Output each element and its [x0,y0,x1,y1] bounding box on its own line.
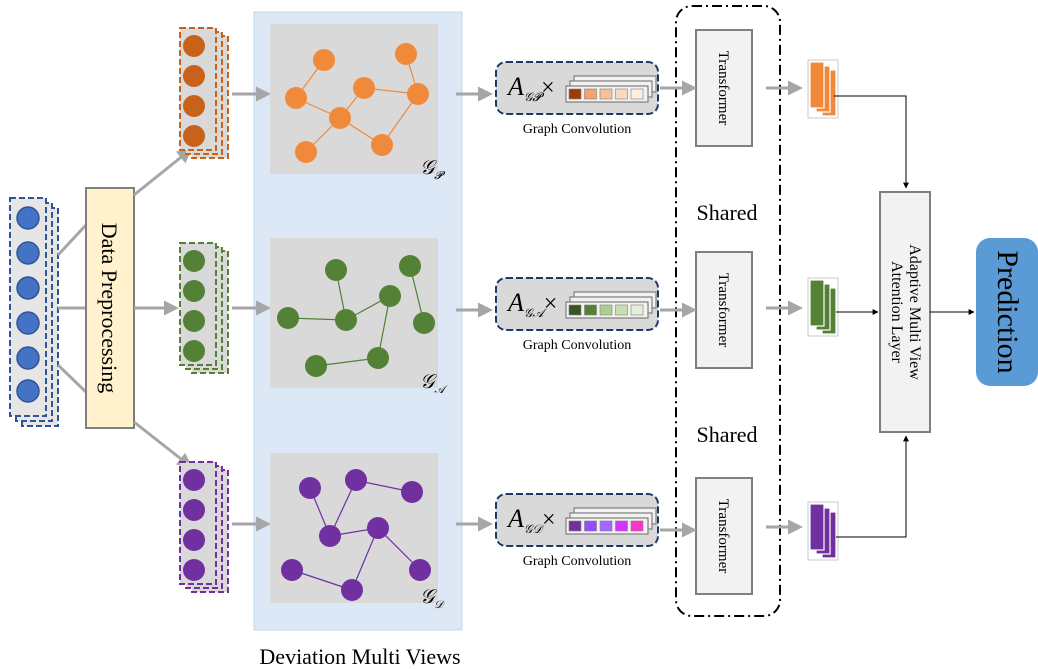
feature-node [183,250,205,272]
prediction-label: Prediction [991,250,1024,373]
preprocessing-label: Data Preprocessing [97,223,122,393]
transformer-label: Transformer [715,51,731,125]
output-stack-p [807,59,839,119]
conv-cell [615,88,628,100]
conv-cell [568,520,582,532]
feature-node [183,529,205,551]
input-node [16,346,40,370]
input-node [16,379,40,403]
conv-formula: A𝒢𝒜× [506,288,557,320]
transformer-label: Transformer [715,499,731,573]
graph-panel-d [270,453,438,603]
conv-cell [599,88,613,100]
attention-layer-box [879,191,931,433]
graph-panel-a [270,238,438,388]
conv-cell [630,88,644,100]
conv-formula: A𝒢𝓟× [506,72,555,104]
output-stack-a [807,277,839,337]
graph-nodes-d [281,469,431,601]
graph-convolution-label: Graph Convolution [523,338,632,353]
output-stack-d [807,501,839,561]
transformer-label: Transformer [715,273,731,347]
feature-node [183,280,205,302]
feature-node [183,310,205,332]
transformer-a: Transformer [695,251,753,369]
transformer-p: Transformer [695,29,753,147]
feature-node [183,499,205,521]
feature-node [183,95,205,117]
graph-nodes-a [277,255,435,377]
feature-node [183,340,205,362]
attention-label-line1: Adaptive Multi View [906,244,923,380]
feature-node [183,35,205,57]
attention-label-line2: Attention Layer [888,261,905,363]
input-node [16,276,40,300]
prediction-box [976,238,1038,386]
input-node [16,206,40,230]
conv-cell [599,520,613,532]
feature-stack-d [179,461,229,593]
feature-node [183,469,205,491]
input-node [16,241,40,265]
feature-node [183,65,205,87]
shared-label-bottom: Shared [696,422,757,447]
graph-convolution-p: A𝒢𝓟× Graph Convolution [495,61,659,137]
feature-stack-p [179,27,229,159]
graph-panel-p [270,24,438,174]
conv-cell [615,520,628,532]
conv-cell [615,304,628,316]
conv-cell [584,520,597,532]
conv-cell [630,304,644,316]
views-label: Deviation Multi Views [259,644,460,669]
conv-cell [568,304,582,316]
input-node-stack [9,197,59,427]
feature-stack-a [179,242,229,374]
conv-formula: A𝒢𝒟× [506,504,556,536]
conv-cell [599,304,613,316]
graph-convolution-label: Graph Convolution [523,122,632,137]
graph-nodes-p [285,43,429,163]
conv-cell [584,304,597,316]
graph-convolution-d: A𝒢𝒟× Graph Convolution [495,493,659,569]
graph-convolution-a: A𝒢𝒜× Graph Convolution [495,277,659,353]
graph-label-p: 𝒢𝓟 [420,157,445,182]
feature-node [183,125,205,147]
transformer-d: Transformer [695,477,753,595]
shared-label-top: Shared [696,200,757,225]
conv-cell [584,88,597,100]
feature-node [183,559,205,581]
conv-cell [568,88,582,100]
graph-convolution-label: Graph Convolution [523,554,632,569]
conv-cell [630,520,644,532]
graph-label-d: 𝒢𝒟 [420,586,445,611]
input-node [16,311,40,335]
